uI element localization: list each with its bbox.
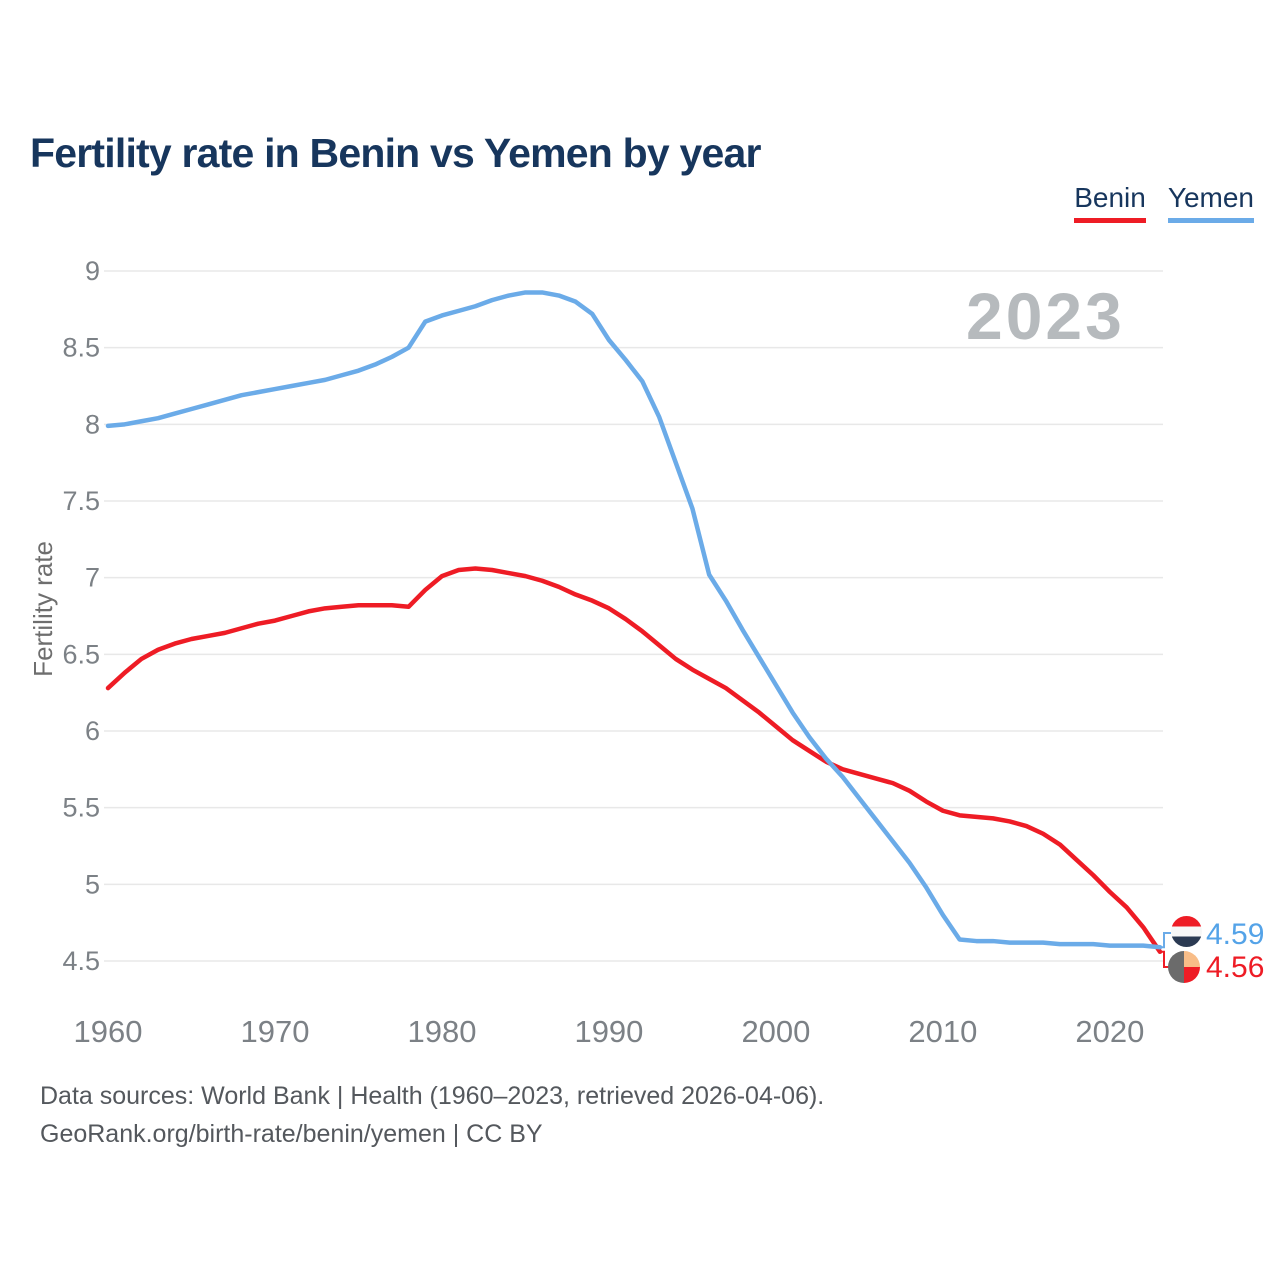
y-tick-label: 8.5 [62, 333, 100, 363]
end-value-label-yemen: 4.59 [1206, 918, 1265, 951]
year-watermark: 2023 [966, 279, 1125, 353]
x-tick-label: 2010 [908, 1014, 977, 1049]
y-tick-label: 9 [85, 256, 100, 286]
end-value-label-benin: 4.56 [1206, 951, 1265, 984]
legend-item-yemen[interactable]: Yemen [1167, 182, 1254, 223]
benin-flag-icon [1168, 951, 1200, 983]
yemen-label-connector [1160, 932, 1171, 949]
x-tick-label: 1990 [574, 1014, 643, 1049]
y-tick-label: 4.5 [62, 946, 100, 976]
y-tick-label: 7 [85, 563, 100, 593]
yemen-flag-icon [1171, 916, 1202, 947]
yemen-series-line [105, 290, 1163, 950]
x-tick-label: 2020 [1075, 1014, 1144, 1049]
x-tick-label: 1970 [240, 1014, 309, 1049]
y-tick-label: 5.5 [62, 793, 100, 823]
legend-item-benin[interactable]: Benin [1074, 182, 1146, 223]
x-tick-label: 1980 [407, 1014, 476, 1049]
y-tick-label: 5 [85, 869, 100, 899]
footer-attribution-line: GeoRank.org/birth-rate/benin/yemen | CC … [40, 1120, 543, 1148]
y-tick-label: 7.5 [62, 486, 100, 516]
y-tick-label: 6 [85, 716, 100, 746]
benin-series-line [105, 566, 1163, 955]
y-tick-label: 8 [85, 409, 100, 439]
x-tick-label: 1960 [74, 1014, 143, 1049]
series-legend: Benin Yemen [1074, 182, 1254, 223]
y-tick-label: 6.5 [62, 639, 100, 669]
benin-label-connector [1160, 950, 1169, 968]
x-tick-label: 2000 [741, 1014, 810, 1049]
page-title: Fertility rate in Benin vs Yemen by year [30, 130, 761, 177]
footer-source-line: Data sources: World Bank | Health (1960–… [40, 1082, 825, 1110]
